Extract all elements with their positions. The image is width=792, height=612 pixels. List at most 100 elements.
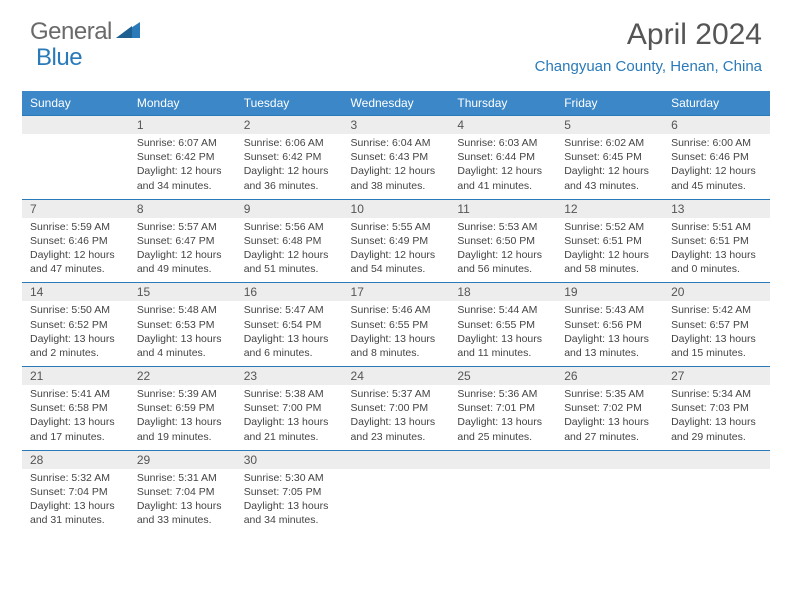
day-content-cell: Sunrise: 5:38 AMSunset: 7:00 PMDaylight:… (236, 385, 343, 450)
daylight-line: Daylight: 12 hours and 41 minutes. (457, 164, 548, 192)
daylight-line: Daylight: 13 hours and 0 minutes. (671, 248, 762, 276)
daylight-line: Daylight: 13 hours and 25 minutes. (457, 415, 548, 443)
sunset-line: Sunset: 6:49 PM (351, 234, 442, 248)
day-number-cell (22, 116, 129, 135)
day-number-cell: 25 (449, 367, 556, 386)
sunrise-line: Sunrise: 5:46 AM (351, 303, 442, 317)
day-number-cell: 18 (449, 283, 556, 302)
daylight-line: Daylight: 13 hours and 6 minutes. (244, 332, 335, 360)
sunset-line: Sunset: 6:51 PM (671, 234, 762, 248)
day-number-cell: 26 (556, 367, 663, 386)
day-number-cell: 14 (22, 283, 129, 302)
daylight-line: Daylight: 13 hours and 19 minutes. (137, 415, 228, 443)
sunrise-line: Sunrise: 5:35 AM (564, 387, 655, 401)
day-number-cell: 4 (449, 116, 556, 135)
daylight-line: Daylight: 13 hours and 17 minutes. (30, 415, 121, 443)
day-content-cell (663, 469, 770, 534)
daylight-line: Daylight: 13 hours and 21 minutes. (244, 415, 335, 443)
sunrise-line: Sunrise: 5:44 AM (457, 303, 548, 317)
sunset-line: Sunset: 6:52 PM (30, 318, 121, 332)
day-number-cell: 1 (129, 116, 236, 135)
sunrise-line: Sunrise: 5:42 AM (671, 303, 762, 317)
weekday-header: Friday (556, 91, 663, 116)
weekday-header-row: SundayMondayTuesdayWednesdayThursdayFrid… (22, 91, 770, 116)
day-number-cell: 5 (556, 116, 663, 135)
sunrise-line: Sunrise: 5:55 AM (351, 220, 442, 234)
daylight-line: Daylight: 13 hours and 15 minutes. (671, 332, 762, 360)
day-number-cell: 28 (22, 450, 129, 469)
sunrise-line: Sunrise: 6:06 AM (244, 136, 335, 150)
day-content-cell: Sunrise: 6:03 AMSunset: 6:44 PMDaylight:… (449, 134, 556, 199)
sunrise-line: Sunrise: 5:59 AM (30, 220, 121, 234)
sunrise-line: Sunrise: 5:47 AM (244, 303, 335, 317)
calendar-table: SundayMondayTuesdayWednesdayThursdayFrid… (22, 91, 770, 533)
day-content-row: Sunrise: 5:59 AMSunset: 6:46 PMDaylight:… (22, 218, 770, 283)
sunset-line: Sunset: 6:42 PM (244, 150, 335, 164)
day-number-cell: 17 (343, 283, 450, 302)
logo-triangle-icon (116, 20, 142, 45)
daylight-line: Daylight: 13 hours and 34 minutes. (244, 499, 335, 527)
weekday-header: Thursday (449, 91, 556, 116)
sunrise-line: Sunrise: 5:36 AM (457, 387, 548, 401)
day-content-cell: Sunrise: 5:31 AMSunset: 7:04 PMDaylight:… (129, 469, 236, 534)
sunrise-line: Sunrise: 5:39 AM (137, 387, 228, 401)
daylight-line: Daylight: 13 hours and 31 minutes. (30, 499, 121, 527)
sunset-line: Sunset: 6:48 PM (244, 234, 335, 248)
daynum-row: 282930 (22, 450, 770, 469)
sunset-line: Sunset: 7:02 PM (564, 401, 655, 415)
day-content-cell: Sunrise: 6:04 AMSunset: 6:43 PMDaylight:… (343, 134, 450, 199)
day-number-cell: 30 (236, 450, 343, 469)
sunrise-line: Sunrise: 6:03 AM (457, 136, 548, 150)
sunset-line: Sunset: 6:46 PM (30, 234, 121, 248)
daylight-line: Daylight: 13 hours and 2 minutes. (30, 332, 121, 360)
day-content-row: Sunrise: 5:32 AMSunset: 7:04 PMDaylight:… (22, 469, 770, 534)
day-content-cell (556, 469, 663, 534)
daylight-line: Daylight: 12 hours and 51 minutes. (244, 248, 335, 276)
header: General April 2024 Changyuan County, Hen… (0, 0, 792, 83)
sunset-line: Sunset: 6:44 PM (457, 150, 548, 164)
day-number-cell: 8 (129, 199, 236, 218)
sunset-line: Sunset: 6:42 PM (137, 150, 228, 164)
sunrise-line: Sunrise: 5:43 AM (564, 303, 655, 317)
day-content-cell: Sunrise: 5:51 AMSunset: 6:51 PMDaylight:… (663, 218, 770, 283)
sunset-line: Sunset: 6:55 PM (457, 318, 548, 332)
daylight-line: Daylight: 13 hours and 11 minutes. (457, 332, 548, 360)
day-content-cell: Sunrise: 5:57 AMSunset: 6:47 PMDaylight:… (129, 218, 236, 283)
sunrise-line: Sunrise: 5:31 AM (137, 471, 228, 485)
daylight-line: Daylight: 12 hours and 38 minutes. (351, 164, 442, 192)
day-content-cell: Sunrise: 5:42 AMSunset: 6:57 PMDaylight:… (663, 301, 770, 366)
sunset-line: Sunset: 6:51 PM (564, 234, 655, 248)
day-number-cell: 9 (236, 199, 343, 218)
day-content-cell: Sunrise: 5:47 AMSunset: 6:54 PMDaylight:… (236, 301, 343, 366)
day-number-cell: 2 (236, 116, 343, 135)
daylight-line: Daylight: 12 hours and 56 minutes. (457, 248, 548, 276)
day-content-cell: Sunrise: 5:59 AMSunset: 6:46 PMDaylight:… (22, 218, 129, 283)
daylight-line: Daylight: 12 hours and 45 minutes. (671, 164, 762, 192)
sunset-line: Sunset: 7:04 PM (137, 485, 228, 499)
day-number-cell (556, 450, 663, 469)
day-content-cell: Sunrise: 5:30 AMSunset: 7:05 PMDaylight:… (236, 469, 343, 534)
title-block: April 2024 Changyuan County, Henan, Chin… (535, 18, 762, 75)
daynum-row: 123456 (22, 116, 770, 135)
day-number-cell: 7 (22, 199, 129, 218)
sunset-line: Sunset: 6:47 PM (137, 234, 228, 248)
sunrise-line: Sunrise: 5:50 AM (30, 303, 121, 317)
month-title: April 2024 (535, 18, 762, 52)
daylight-line: Daylight: 13 hours and 27 minutes. (564, 415, 655, 443)
day-number-cell: 11 (449, 199, 556, 218)
sunset-line: Sunset: 6:43 PM (351, 150, 442, 164)
daylight-line: Daylight: 13 hours and 29 minutes. (671, 415, 762, 443)
daylight-line: Daylight: 12 hours and 47 minutes. (30, 248, 121, 276)
day-content-cell: Sunrise: 5:44 AMSunset: 6:55 PMDaylight:… (449, 301, 556, 366)
daynum-row: 14151617181920 (22, 283, 770, 302)
day-content-cell: Sunrise: 5:55 AMSunset: 6:49 PMDaylight:… (343, 218, 450, 283)
day-number-cell: 27 (663, 367, 770, 386)
day-content-cell: Sunrise: 5:56 AMSunset: 6:48 PMDaylight:… (236, 218, 343, 283)
weekday-header: Monday (129, 91, 236, 116)
sunrise-line: Sunrise: 5:57 AM (137, 220, 228, 234)
sunset-line: Sunset: 6:53 PM (137, 318, 228, 332)
day-number-cell: 22 (129, 367, 236, 386)
calendar-body: 123456Sunrise: 6:07 AMSunset: 6:42 PMDay… (22, 116, 770, 534)
logo-text-blue: Blue (36, 44, 82, 72)
sunset-line: Sunset: 6:57 PM (671, 318, 762, 332)
